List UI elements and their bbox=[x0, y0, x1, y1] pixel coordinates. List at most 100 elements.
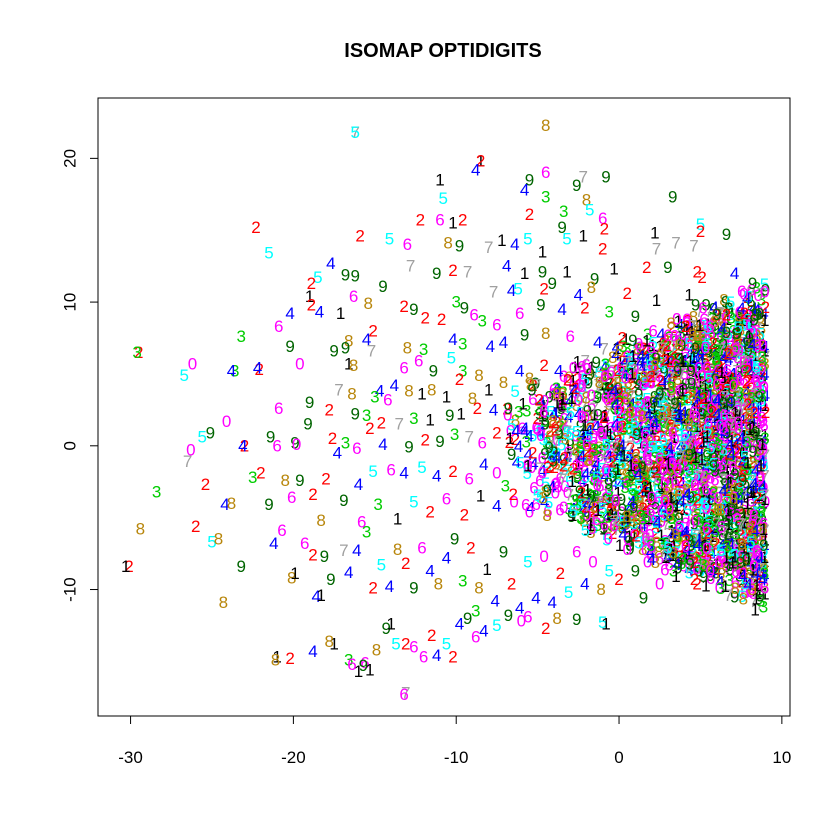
data-point-digit-2: 2 bbox=[492, 423, 501, 442]
data-point-digit-6: 6 bbox=[347, 655, 356, 674]
cloud-point: 6 bbox=[678, 477, 687, 496]
data-point-digit-2: 2 bbox=[569, 459, 578, 478]
cloud-point: 2 bbox=[672, 400, 681, 419]
cloud-point: 6 bbox=[747, 281, 756, 300]
cloud-point: 3 bbox=[705, 541, 714, 560]
cloud-point: 8 bbox=[662, 483, 671, 502]
cloud-point: 2 bbox=[711, 560, 720, 579]
cloud-point: 6 bbox=[754, 338, 763, 357]
cloud-point: 1 bbox=[725, 499, 734, 518]
cloud-point: 5 bbox=[535, 422, 544, 441]
cloud-point: 2 bbox=[698, 399, 707, 418]
cloud-point: 2 bbox=[689, 449, 698, 468]
cloud-point: 3 bbox=[753, 410, 762, 429]
cloud-point: 4 bbox=[614, 448, 623, 467]
cloud-point: 4 bbox=[747, 523, 756, 542]
cloud-point: 8 bbox=[625, 471, 634, 490]
data-point-digit-0: 0 bbox=[492, 464, 501, 483]
data-point-digit-4: 4 bbox=[515, 362, 524, 381]
cloud-point: 4 bbox=[577, 424, 586, 443]
cloud-point: 0 bbox=[718, 389, 727, 408]
cloud-point: 4 bbox=[713, 411, 722, 430]
cloud-point: 3 bbox=[746, 407, 755, 426]
cloud-point: 4 bbox=[717, 536, 726, 555]
cloud-point: 8 bbox=[651, 553, 660, 572]
cloud-point: 3 bbox=[711, 395, 720, 414]
cloud-point: 0 bbox=[629, 366, 638, 385]
cloud-point: 8 bbox=[623, 379, 632, 398]
y-tick-label: 20 bbox=[61, 149, 80, 168]
cloud-point: 9 bbox=[688, 468, 697, 487]
cloud-point: 7 bbox=[756, 557, 765, 576]
cloud-point: 8 bbox=[576, 431, 585, 450]
cloud-point: 3 bbox=[678, 549, 687, 568]
cloud-point: 8 bbox=[633, 339, 642, 358]
cloud-point: 0 bbox=[683, 336, 692, 355]
cloud-point: 8 bbox=[618, 374, 627, 393]
cloud-point: 1 bbox=[684, 542, 693, 561]
cloud-point: 7 bbox=[553, 396, 562, 415]
cloud-point: 3 bbox=[606, 452, 615, 471]
cloud-point: 8 bbox=[745, 519, 754, 538]
cloud-point: 2 bbox=[761, 298, 770, 317]
cloud-point: 9 bbox=[676, 449, 685, 468]
cloud-point: 9 bbox=[744, 288, 753, 307]
cloud-point: 6 bbox=[743, 437, 752, 456]
cloud-point: 2 bbox=[679, 499, 688, 518]
cloud-point: 0 bbox=[713, 375, 722, 394]
cloud-point: 0 bbox=[718, 336, 727, 355]
cloud-point: 3 bbox=[708, 323, 717, 342]
data-point-digit-3: 3 bbox=[450, 425, 459, 444]
cloud-point: 2 bbox=[668, 524, 677, 543]
cloud-point: 4 bbox=[710, 428, 719, 447]
cloud-point: 2 bbox=[618, 383, 627, 402]
cloud-point: 4 bbox=[638, 423, 647, 442]
data-point-digit-4: 4 bbox=[432, 646, 441, 665]
cloud-point: 6 bbox=[715, 462, 724, 481]
cloud-point: 7 bbox=[661, 515, 670, 534]
data-point-digit-0: 0 bbox=[292, 435, 301, 454]
cloud-point: 6 bbox=[739, 371, 748, 390]
cloud-point: 1 bbox=[744, 323, 753, 342]
cloud-point: 7 bbox=[715, 310, 724, 329]
cloud-point: 5 bbox=[663, 366, 672, 385]
cloud-point: 8 bbox=[673, 370, 682, 389]
data-point-digit-8: 8 bbox=[525, 369, 534, 388]
cloud-point: 2 bbox=[722, 481, 731, 500]
cloud-point: 6 bbox=[740, 584, 749, 603]
cloud-point: 8 bbox=[695, 533, 704, 552]
cloud-point: 2 bbox=[719, 354, 728, 373]
cloud-point: 8 bbox=[693, 499, 702, 518]
cloud-point: 5 bbox=[729, 473, 738, 492]
cloud-point: 8 bbox=[735, 499, 744, 518]
cloud-point: 9 bbox=[722, 557, 731, 576]
cloud-point: 3 bbox=[757, 291, 766, 310]
cloud-point: 8 bbox=[621, 389, 630, 408]
cloud-point: 5 bbox=[636, 370, 645, 389]
cloud-point: 8 bbox=[706, 382, 715, 401]
cloud-point: 9 bbox=[705, 398, 714, 417]
cloud-point: 5 bbox=[759, 456, 768, 475]
cloud-point: 6 bbox=[729, 550, 738, 569]
cloud-point: 7 bbox=[731, 553, 740, 572]
cloud-point: 5 bbox=[578, 447, 587, 466]
cloud-point: 1 bbox=[759, 338, 768, 357]
cloud-point: 8 bbox=[644, 417, 653, 436]
cloud-point: 3 bbox=[637, 453, 646, 472]
cloud-point: 9 bbox=[590, 457, 599, 476]
cloud-point: 3 bbox=[736, 521, 745, 540]
cloud-point: 8 bbox=[545, 427, 554, 446]
cloud-point: 6 bbox=[706, 468, 715, 487]
cloud-point: 7 bbox=[722, 346, 731, 365]
cloud-point: 2 bbox=[757, 367, 766, 386]
cloud-point: 1 bbox=[625, 396, 634, 415]
cloud-point: 9 bbox=[694, 562, 703, 581]
cloud-point: 4 bbox=[658, 372, 667, 391]
cloud-point: 3 bbox=[638, 394, 647, 413]
cloud-point: 3 bbox=[677, 554, 686, 573]
cloud-point: 0 bbox=[663, 426, 672, 445]
cloud-point: 4 bbox=[642, 421, 651, 440]
data-point-digit-3: 3 bbox=[409, 409, 418, 428]
cloud-point: 6 bbox=[688, 497, 697, 516]
cloud-point: 9 bbox=[685, 437, 694, 456]
